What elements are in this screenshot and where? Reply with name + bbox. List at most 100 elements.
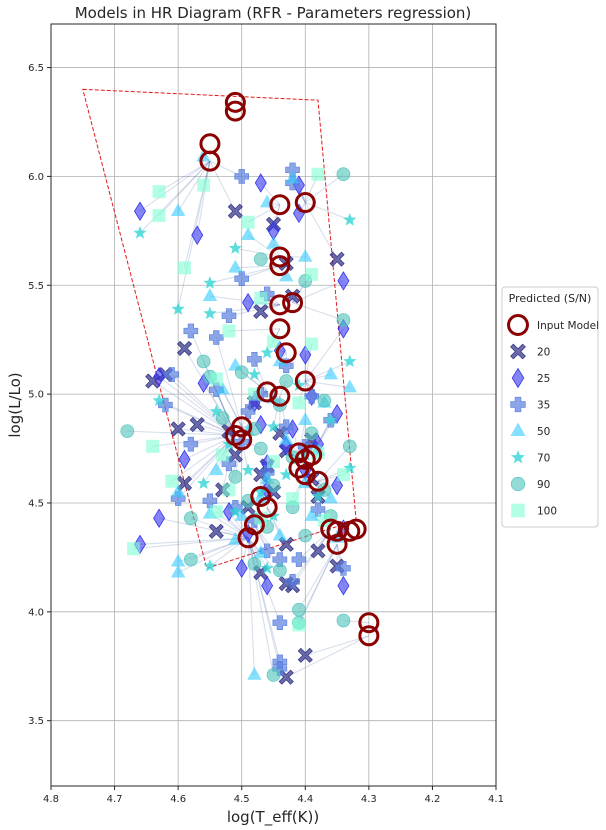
connector-line [304, 328, 344, 382]
marker-25 [235, 558, 248, 579]
marker-input-model [294, 370, 316, 392]
marker-50 [170, 564, 186, 578]
marker-input-model [269, 255, 291, 277]
marker-70 [241, 463, 255, 476]
marker-90 [336, 313, 351, 327]
marker-70 [343, 461, 357, 474]
marker-100 [292, 618, 306, 632]
marker-input-model [301, 444, 323, 466]
marker-90 [342, 439, 357, 454]
connector-line [305, 635, 370, 656]
marker-90 [266, 668, 281, 682]
connector-line [139, 160, 211, 234]
marker-25 [153, 508, 166, 528]
connector-line [139, 160, 211, 212]
marker-50 [228, 259, 243, 273]
x-tick-label: 4.3 [361, 794, 377, 805]
legend-marker-90 [510, 476, 526, 492]
marker-50 [215, 381, 230, 395]
y-tick-label: 4.5 [28, 498, 44, 509]
marker-70 [292, 378, 306, 392]
marker-35 [272, 661, 288, 676]
marker-50 [304, 508, 319, 521]
marker-90 [304, 426, 319, 441]
marker-50 [209, 462, 224, 476]
connector-line [305, 380, 350, 389]
marker-input-model [288, 457, 310, 479]
marker-90 [273, 563, 287, 578]
marker-100 [292, 396, 306, 410]
marker-50 [240, 227, 256, 240]
legend-title: Predicted (S/N) [509, 292, 592, 305]
marker-35 [240, 404, 256, 419]
marker-100 [311, 167, 325, 181]
marker-50 [298, 248, 313, 262]
marker-70 [228, 504, 243, 518]
marker-100 [336, 468, 350, 482]
x-tick-label: 4.5 [234, 794, 250, 805]
marker-50 [247, 666, 262, 680]
marker-50 [266, 235, 281, 249]
marker-90 [215, 411, 230, 425]
marker-70 [343, 354, 357, 368]
y-tick-label: 4.0 [28, 607, 44, 618]
legend-label-input-model: Input Model [537, 320, 599, 332]
marker-100 [216, 448, 230, 462]
connector-line [152, 380, 236, 436]
connector-line [209, 304, 280, 315]
marker-input-model [231, 429, 253, 451]
marker-25 [191, 225, 204, 245]
marker-90 [247, 557, 262, 571]
marker-input-model [224, 100, 246, 122]
marker-35 [208, 330, 224, 345]
marker-input-model [358, 612, 380, 634]
marker-70 [196, 476, 211, 490]
marker-input-model [326, 533, 348, 555]
marker-input-model [288, 442, 310, 464]
marker-input-model [269, 194, 291, 216]
marker-25 [337, 271, 350, 291]
marker-50 [234, 508, 249, 521]
connector-line [253, 524, 281, 560]
y-tick-label: 6.5 [28, 63, 44, 74]
marker-100 [146, 439, 160, 453]
marker-90 [196, 354, 211, 369]
marker-90 [317, 393, 332, 408]
connector-line [158, 517, 249, 539]
marker-35 [221, 308, 237, 324]
marker-70 [171, 302, 185, 315]
marker-70 [203, 306, 217, 320]
legend-label-50: 50 [537, 426, 550, 438]
legend-marker-100 [511, 503, 525, 518]
marker-input-model [256, 496, 278, 518]
connector-line [304, 202, 338, 260]
marker-70 [260, 345, 274, 359]
marker-100 [317, 513, 331, 527]
x-tick-label: 4.6 [170, 794, 186, 805]
connector-line [209, 265, 280, 284]
marker-20 [176, 475, 193, 491]
connector-line [235, 265, 280, 269]
marker-100 [222, 483, 236, 497]
marker-90 [336, 613, 351, 628]
marker-90 [120, 424, 135, 438]
marker-50 [272, 527, 288, 541]
data-markers [120, 91, 380, 685]
marker-90 [298, 528, 313, 543]
marker-25 [254, 173, 267, 193]
marker-35 [285, 574, 300, 589]
marker-90 [234, 365, 249, 380]
legend-label-70: 70 [537, 453, 550, 465]
marker-20 [227, 203, 243, 219]
marker-50 [279, 431, 294, 445]
marker-70 [247, 367, 262, 381]
x-tick-label: 4.4 [297, 794, 313, 805]
marker-70 [254, 485, 268, 498]
marker-35 [183, 436, 199, 452]
chart-title: Models in HR Diagram (RFR - Parameters r… [75, 4, 472, 22]
y-axis-ticks: 3.5 4.0 4.5 5.0 5.5 6.0 6.5 [28, 63, 51, 727]
marker-70 [209, 404, 223, 418]
marker-90 [253, 252, 268, 266]
marker-70 [279, 467, 293, 481]
